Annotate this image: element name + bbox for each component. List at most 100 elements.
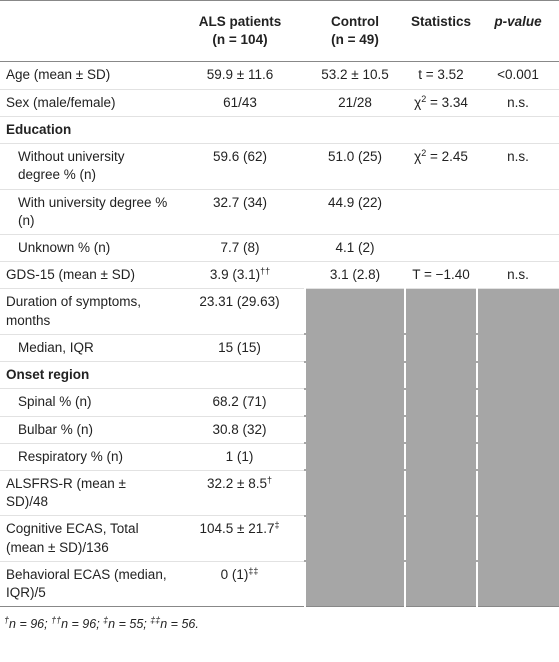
row-label: Bulbar % (n) [0,416,175,444]
row-label: Education [0,116,175,145]
header-cell: Statistics [405,0,477,63]
cell: 53.2 ± 10.5 [305,61,405,90]
cell [477,116,559,145]
cell [404,288,477,336]
cell [405,234,477,263]
cell: 51.0 (25) [305,143,405,190]
cell [404,515,477,563]
table-row: Behavioral ECAS (median, IQR)/5 0 (1)‡‡ [0,561,559,608]
text: 0 (1) [220,566,249,582]
row-label: Behavioral ECAS (median, IQR)/5 [0,561,175,608]
footnote: †n = 96; ††n = 96; ‡n = 55; ‡‡n = 56. [0,607,559,641]
cell [175,361,305,390]
cell: 15 (15) [175,334,305,363]
cell [304,361,405,390]
cell: 21/28 [305,89,405,117]
cell [404,416,477,445]
table-row: Age (mean ± SD) 59.9 ± 11.6 53.2 ± 10.5 t =… [0,61,559,90]
table-row: Spinal % (n) 68.2 (71) [0,388,559,418]
cell: n.s. [477,89,559,117]
cell: <0.001 [477,61,559,90]
table-header: ALS patients (n = 104) Control (n = 49) Stat… [0,0,559,63]
superscript: 2 [421,148,427,159]
text: χ [414,94,422,110]
superscript: ‡ [103,615,109,626]
cell [304,388,405,418]
cell: χ2 = 2.45 [405,143,477,190]
cell [304,416,405,445]
row-label: Duration of symptoms, months [0,288,175,335]
row-label: Median, IQR [0,334,175,363]
cell [405,189,477,235]
cell: 30.8 (32) [175,416,305,444]
cell [305,116,405,145]
text: n = 96; [9,617,52,632]
row-label: Without university degree % (n) [0,143,175,190]
text: = 2.45 [426,149,468,165]
superscript: ‡‡ [248,565,259,576]
cell [476,470,559,517]
row-label: Spinal % (n) [0,388,175,417]
row-label: Onset region [0,361,175,390]
superscript: †† [260,266,271,277]
cell: 44.9 (22) [305,189,405,235]
table-row: Cognitive ECAS, Total (mean ± SD)/136 104… [0,515,559,563]
text: (n = 49) [331,32,379,48]
row-label: With university degree % (n) [0,189,175,235]
cell: t = 3.52 [405,61,477,90]
cell [476,334,559,363]
cell [404,561,477,608]
cell: 104.5 ± 21.7‡ [175,515,305,562]
table-row: With university degree % (n) 32.7 (34) 44.… [0,189,559,235]
header-cell: p-value [477,0,559,63]
cell: 32.2 ± 8.5† [175,470,305,517]
text: 32.2 ± 8.5 [207,475,267,491]
cell: 68.2 (71) [175,388,305,417]
table-row: Duration of symptoms, months 23.31 (29.63… [0,288,559,336]
table-row: Median, IQR 15 (15) [0,334,559,363]
superscript: ‡ [274,520,280,531]
cell [175,116,305,145]
text: Statistics [411,14,472,29]
header-cell: ALS patients (n = 104) [175,0,305,63]
cell [304,443,405,472]
text: χ [414,149,422,165]
cell: T = −1.40 [405,261,477,290]
cell [477,189,559,235]
cell [476,515,559,563]
cell: 1 (1) [175,443,305,471]
cell [304,561,405,608]
cell: 59.9 ± 11.6 [175,61,305,90]
superscript: † [4,615,10,626]
text: 104.5 ± 21.7 [199,521,275,537]
cell [404,443,477,472]
cell [304,515,405,563]
table-row: Education [0,116,559,145]
table-row: GDS-15 (mean ± SD) 3.9 (3.1)†† 3.1 (2.8) T … [0,261,559,290]
cell: 61/43 [175,89,305,117]
cell: 7.7 (8) [175,234,305,263]
row-label: Cognitive ECAS, Total (mean ± SD)/136 [0,515,175,562]
cell [304,288,405,336]
cell [476,561,559,608]
text: n = 96; [61,617,104,632]
header-cell [0,0,175,63]
cell [404,334,477,363]
cell [404,388,477,418]
cell: 4.1 (2) [305,234,405,263]
table-body: Age (mean ± SD) 59.9 ± 11.6 53.2 ± 10.5 t =… [0,61,559,608]
text: (n = 104) [212,32,268,48]
data-table: ALS patients (n = 104) Control (n = 49) Stat… [0,0,559,608]
text: ALS patients [198,14,282,29]
row-label: Sex (male/female) [0,89,175,117]
cell: χ2 = 3.34 [405,89,477,117]
cell: 23.31 (29.63) [175,288,305,335]
table-row: Respiratory % (n) 1 (1) [0,443,559,472]
cell: 32.7 (34) [175,189,305,235]
cell [405,116,477,145]
header-cell: Control (n = 49) [305,0,405,63]
text: n = 55; [108,617,151,632]
cell [476,443,559,472]
cell: n.s. [477,261,559,290]
